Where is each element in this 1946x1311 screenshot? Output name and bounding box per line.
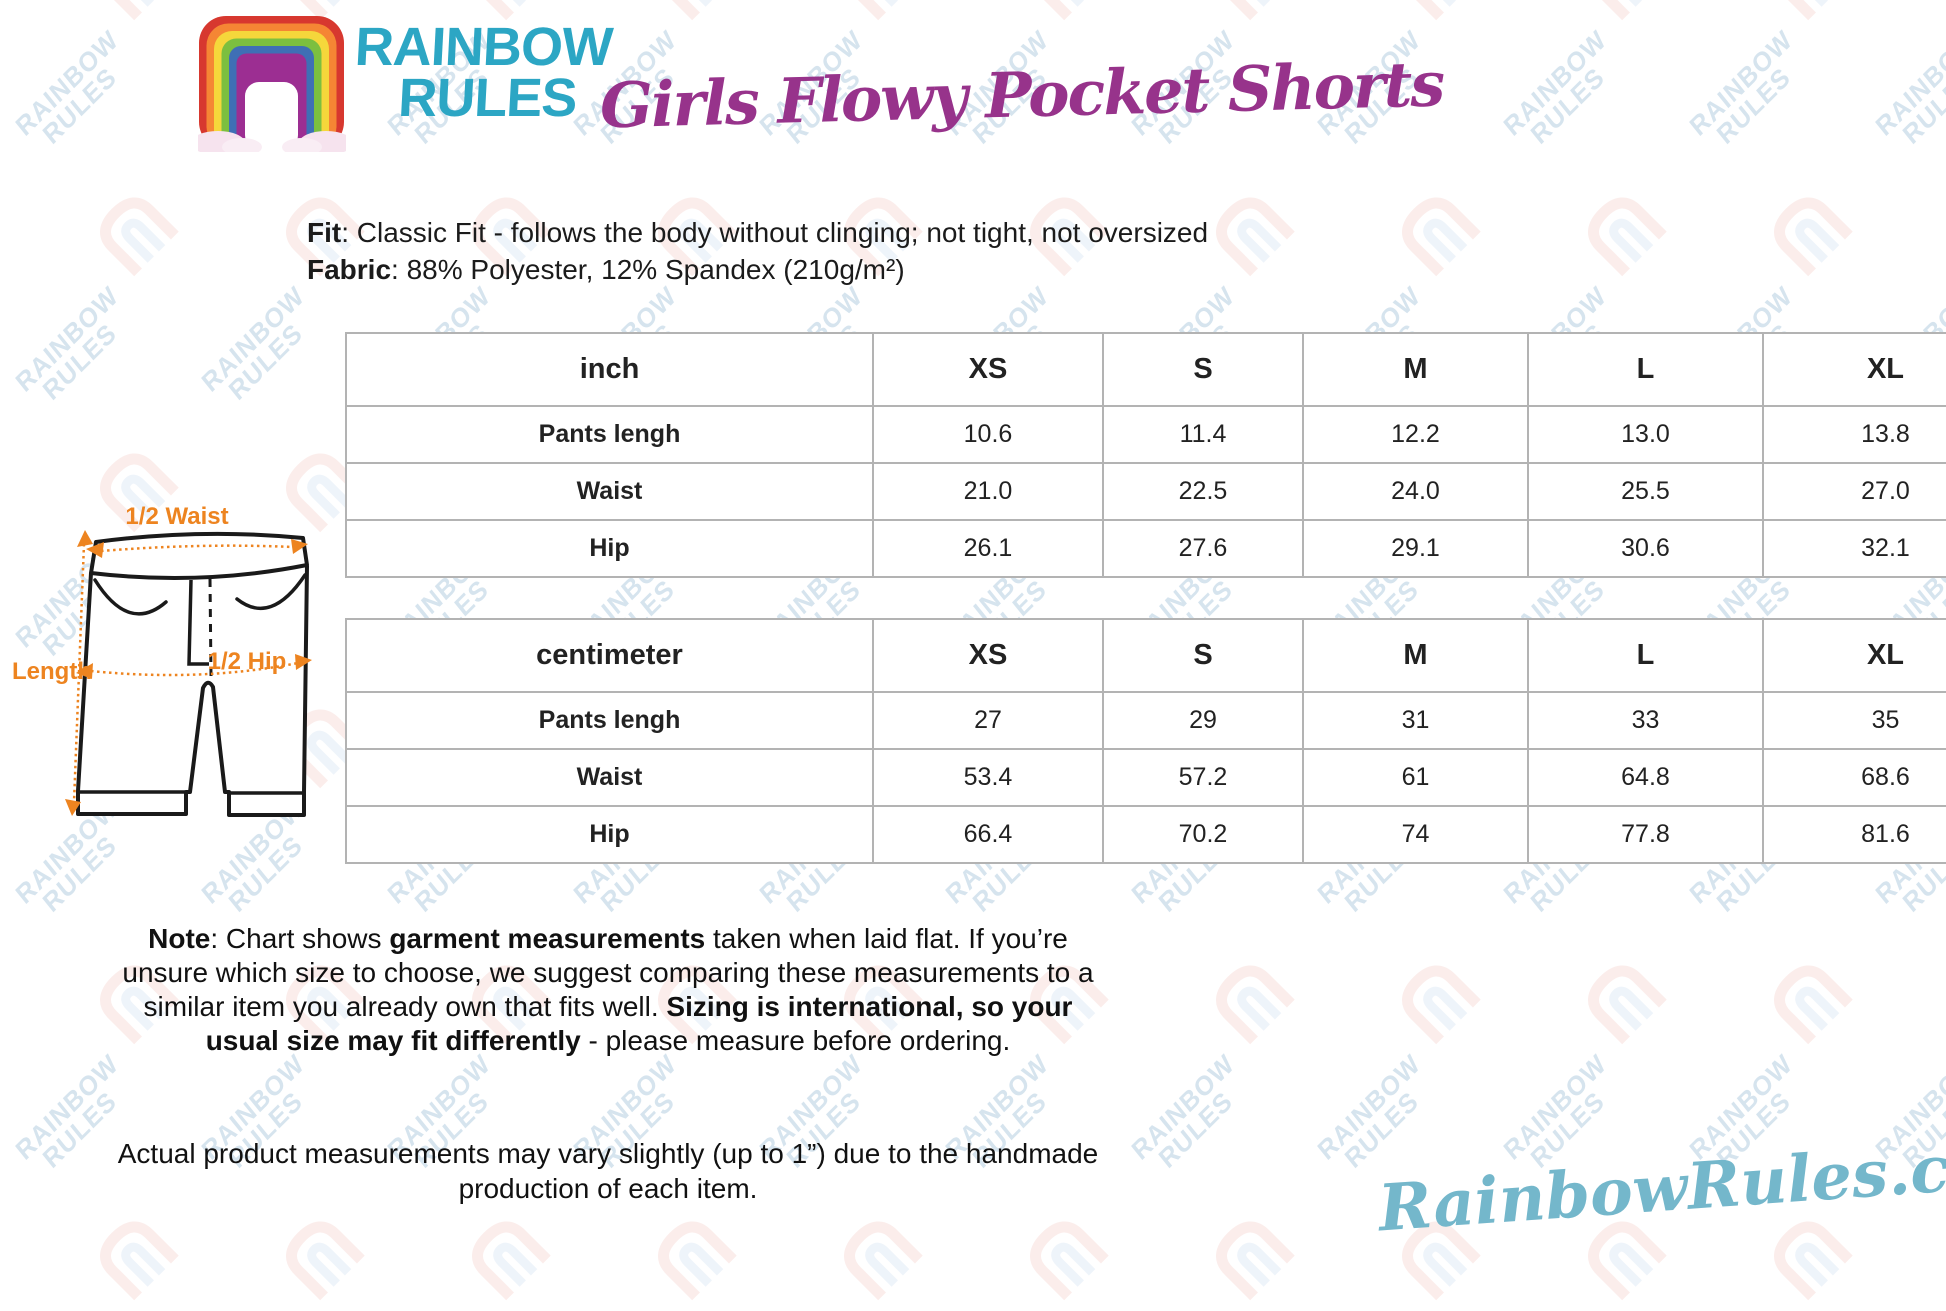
measure-value-cell: 22.5 [1102,464,1302,519]
measure-value-cell: 68.6 [1762,750,1946,805]
size-table-row: Pants lengh 10.6 11.4 12.2 13.0 13.8 [347,405,1946,462]
fabric-label: Fabric [307,254,392,285]
fit-line: Fit: Classic Fit - follows the body with… [307,214,1208,251]
size-table-row: Hip 26.1 27.6 29.1 30.6 32.1 [347,519,1946,576]
measure-value-cell: 32.1 [1762,521,1946,576]
measure-value-cell: 61 [1302,750,1527,805]
note-segment: - please measure before ordering. [580,1025,1011,1056]
measure-value-cell: 29.1 [1302,521,1527,576]
measure-value-cell: 33 [1527,693,1762,748]
note-segment: Sizing is international, so your usual s… [205,991,1073,1056]
measure-value-cell: 70.2 [1102,807,1302,862]
size-table-row: Waist 21.0 22.5 24.0 25.5 27.0 [347,462,1946,519]
measure-value-cell: 66.4 [872,807,1102,862]
measure-value-cell: 57.2 [1102,750,1302,805]
measure-value-cell: 81.6 [1762,807,1946,862]
measure-value-cell: 77.8 [1527,807,1762,862]
measure-value-cell: 25.5 [1527,464,1762,519]
measure-value-cell: 13.8 [1762,407,1946,462]
measure-value-cell: 64.8 [1527,750,1762,805]
fabric-text: : 88% Polyester, 12% Spandex (210g/m²) [391,254,905,285]
size-table-inch: inch XS S M L XL Pants lengh 10.6 11.4 12.2 13.0 13… [345,332,1946,578]
size-table-row: Pants lengh 27 29 31 33 35 [347,691,1946,748]
measure-value-cell: 11.4 [1102,407,1302,462]
size-table-header-row: centimeter XS S M L XL [347,620,1946,691]
center-dashed-line [208,578,213,677]
brand-logo-text: RAINBOW RULES [351,12,614,129]
length-arrow-line [72,543,86,803]
brand-logo-text-line1: RAINBOW [353,17,614,77]
measure-value-cell: 31 [1302,693,1527,748]
size-header-cell: M [1302,620,1527,691]
measure-label-cell: Waist [576,763,643,791]
fit-text: : Classic Fit - follows the body without… [341,217,1209,248]
brand-logo: RAINBOW RULES [198,12,614,152]
measure-value-cell: 29 [1102,693,1302,748]
pocket-curve-left [93,578,168,616]
measure-value-cell: 24.0 [1302,464,1527,519]
size-chart-page: RAINBOW RULES Girls Flowy Pocket Shorts … [12,12,1946,1247]
size-header-cell: XL [1762,620,1946,691]
unit-header-cell: centimeter [536,639,683,671]
measure-label-cell: Waist [576,477,643,505]
size-table-row: Waist 53.4 57.2 61 64.8 68.6 [347,748,1946,805]
note-segment: Note [148,923,211,954]
measure-label-cell: Hip [589,534,630,562]
length-label: Length [12,658,92,685]
measure-value-cell: 26.1 [872,521,1102,576]
shorts-body-outline [76,565,309,817]
measure-value-cell: 30.6 [1527,521,1762,576]
fly-line [187,579,209,666]
unit-header-cell: inch [579,353,640,385]
measure-label-cell: Hip [589,820,630,848]
measurement-note: Note: Chart shows garment measurements t… [108,922,1108,1058]
measure-value-cell: 27.0 [1762,464,1946,519]
brand-logo-text-line2: RULES [396,68,579,129]
website-signature: RainbowRules.com [1376,1124,1946,1247]
measure-value-cell: 10.6 [872,407,1102,462]
size-header-cell: L [1527,334,1762,405]
measure-value-cell: 21.0 [872,464,1102,519]
half-hip-label: 1/2 Hip [208,648,287,675]
size-header-cell: L [1527,620,1762,691]
waist-arrow-line [100,544,294,553]
product-info: Fit: Classic Fit - follows the body with… [307,214,1208,288]
pocket-curve-right [235,573,307,610]
note-segment: : Chart shows [210,923,390,954]
measure-value-cell: 74 [1302,807,1527,862]
size-header-cell: XL [1762,334,1946,405]
page-title: Girls Flowy Pocket Shorts [599,46,1445,142]
measure-label-cell: Pants lengh [538,706,681,734]
size-header-cell: M [1302,334,1527,405]
size-header-cell: XS [872,620,1102,691]
measure-value-cell: 35 [1762,693,1946,748]
measure-value-cell: 13.0 [1527,407,1762,462]
size-header-cell: S [1102,334,1302,405]
fit-label: Fit [307,217,342,248]
measure-value-cell: 27.6 [1102,521,1302,576]
size-table-header-row: inch XS S M L XL [347,334,1946,405]
note-segment: garment measurements [389,923,706,954]
measure-value-cell: 27 [872,693,1102,748]
size-table-row: Hip 66.4 70.2 74 77.8 81.6 [347,805,1946,862]
measure-label-cell: Pants lengh [538,420,681,448]
size-header-cell: XS [872,334,1102,405]
size-header-cell: S [1102,620,1302,691]
measure-value-cell: 53.4 [872,750,1102,805]
half-waist-label: 1/2 Waist [125,503,228,530]
shorts-waistband [89,531,309,580]
variance-disclaimer: Actual product measurements may vary sli… [117,1138,1099,1204]
shorts-measurement-diagram: 1/2 Waist Length 1/2 Hip [12,503,312,817]
size-table-centimeter: centimeter XS S M L XL Pants lengh 27 29 31 33 35 Wa… [345,618,1946,864]
rainbow-logo-icon [198,16,346,152]
measure-value-cell: 12.2 [1302,407,1527,462]
fabric-line: Fabric: 88% Polyester, 12% Spandex (210g… [307,251,1208,288]
note-segment: taken when laid flat. If you’re unsure w… [122,923,1094,1022]
